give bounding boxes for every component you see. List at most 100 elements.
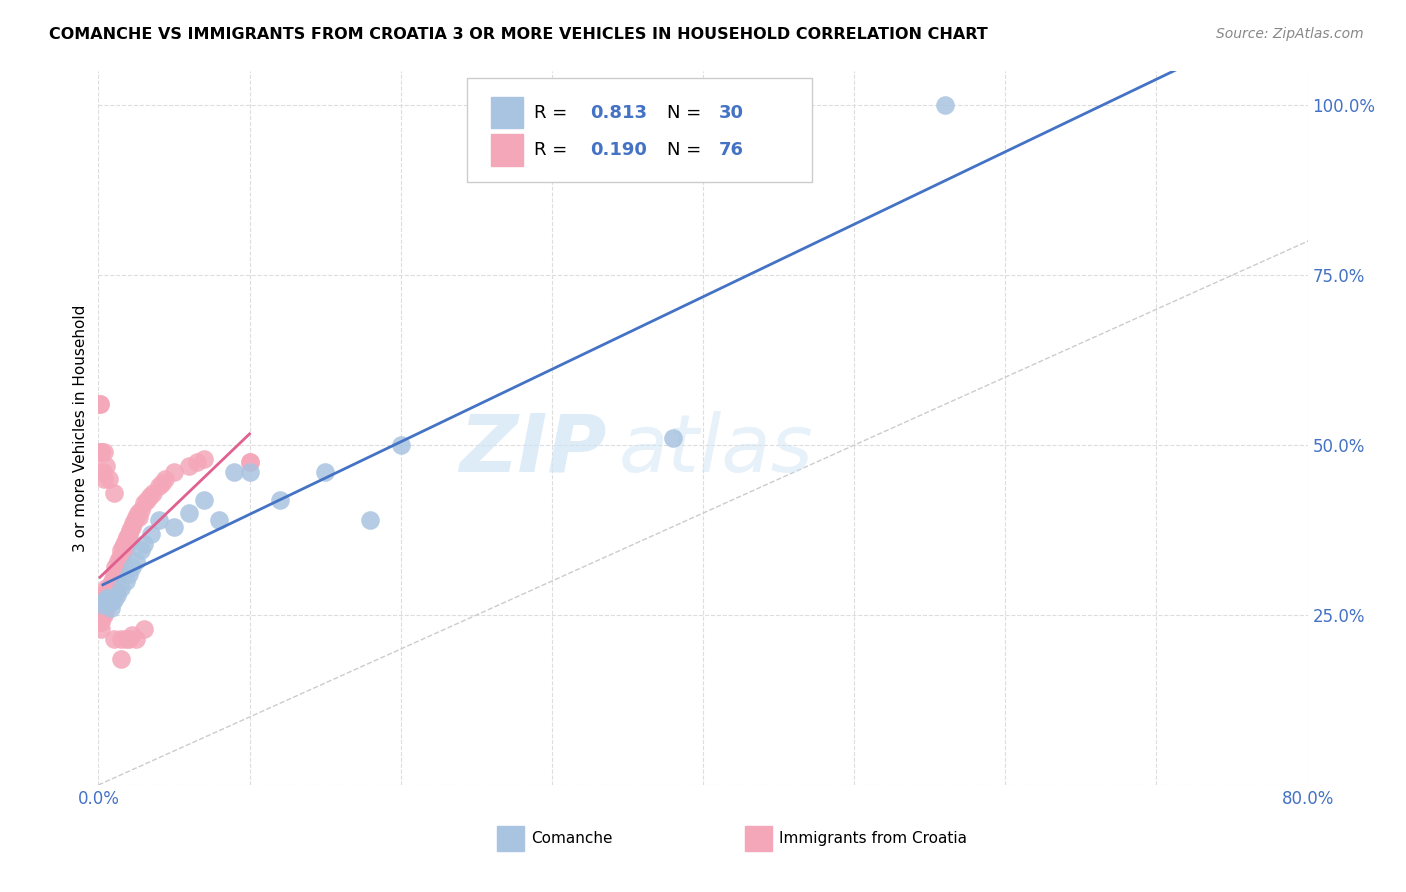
Point	[98, 588, 121, 602]
Point	[239, 455, 262, 469]
Point	[269, 492, 291, 507]
Point	[89, 397, 111, 411]
Point	[132, 537, 155, 551]
Point	[150, 475, 173, 490]
Point	[193, 492, 215, 507]
Point	[314, 466, 336, 480]
Point	[179, 458, 201, 473]
Point	[118, 567, 141, 582]
Point	[121, 519, 143, 533]
Point	[100, 577, 122, 591]
Point	[96, 591, 118, 605]
Point	[93, 588, 115, 602]
Point	[118, 526, 141, 541]
Point	[94, 601, 117, 615]
Point	[186, 455, 208, 469]
Point	[110, 632, 132, 646]
Point	[132, 622, 155, 636]
Point	[103, 485, 125, 500]
Point	[163, 519, 186, 533]
Point	[114, 632, 136, 646]
Point	[89, 445, 111, 459]
Point	[112, 537, 135, 551]
Point	[90, 615, 112, 629]
Point	[127, 506, 149, 520]
Point	[98, 472, 121, 486]
Y-axis label: 3 or more Vehicles in Household: 3 or more Vehicles in Household	[73, 304, 89, 552]
Point	[91, 605, 114, 619]
Point	[239, 466, 262, 480]
Text: N =: N =	[666, 141, 707, 159]
Point	[105, 584, 128, 599]
Point	[153, 472, 176, 486]
Text: Immigrants from Croatia: Immigrants from Croatia	[779, 831, 967, 846]
Point	[110, 550, 132, 565]
Point	[93, 594, 115, 608]
Point	[105, 571, 128, 585]
Point	[93, 594, 115, 608]
Point	[91, 466, 114, 480]
Point	[148, 513, 170, 527]
Point	[104, 560, 127, 574]
Point	[89, 608, 111, 623]
Point	[934, 98, 956, 112]
Point	[91, 608, 114, 623]
Point	[90, 622, 112, 636]
Point	[135, 492, 157, 507]
Point	[105, 588, 128, 602]
Point	[103, 632, 125, 646]
Text: R =: R =	[534, 141, 572, 159]
Point	[103, 593, 125, 607]
Point	[208, 513, 231, 527]
Point	[105, 564, 128, 578]
Point	[125, 554, 148, 568]
Point	[91, 598, 114, 612]
Point	[101, 594, 124, 608]
Point	[90, 445, 112, 459]
Point	[89, 397, 111, 411]
Point	[114, 574, 136, 588]
Text: atlas: atlas	[619, 410, 813, 489]
Point	[118, 533, 141, 548]
Point	[148, 479, 170, 493]
Point	[111, 540, 134, 554]
Point	[89, 598, 111, 612]
Point	[108, 550, 131, 565]
Point	[661, 431, 683, 445]
Point	[193, 451, 215, 466]
Point	[120, 523, 142, 537]
Point	[94, 594, 117, 608]
Point	[89, 615, 111, 629]
Point	[111, 547, 134, 561]
Point	[239, 455, 262, 469]
Point	[93, 472, 115, 486]
Point	[98, 591, 121, 605]
Point	[139, 489, 162, 503]
Point	[110, 581, 132, 595]
FancyBboxPatch shape	[492, 97, 523, 128]
Point	[125, 632, 148, 646]
Text: N =: N =	[666, 103, 707, 121]
Point	[103, 574, 125, 588]
Point	[100, 591, 122, 605]
Point	[101, 581, 124, 595]
Point	[389, 438, 412, 452]
Point	[179, 506, 201, 520]
Point	[129, 543, 152, 558]
Point	[90, 445, 112, 459]
Point	[103, 567, 125, 582]
Point	[128, 509, 150, 524]
Point	[163, 466, 186, 480]
Text: 30: 30	[718, 103, 744, 121]
Text: COMANCHE VS IMMIGRANTS FROM CROATIA 3 OR MORE VEHICLES IN HOUSEHOLD CORRELATION : COMANCHE VS IMMIGRANTS FROM CROATIA 3 OR…	[49, 27, 988, 42]
Text: 76: 76	[718, 141, 744, 159]
FancyBboxPatch shape	[498, 826, 524, 851]
Point	[360, 513, 382, 527]
Point	[94, 594, 117, 608]
Point	[125, 509, 148, 524]
Point	[90, 608, 112, 623]
Point	[100, 601, 122, 615]
Point	[224, 466, 246, 480]
Point	[89, 601, 111, 615]
FancyBboxPatch shape	[467, 78, 811, 182]
